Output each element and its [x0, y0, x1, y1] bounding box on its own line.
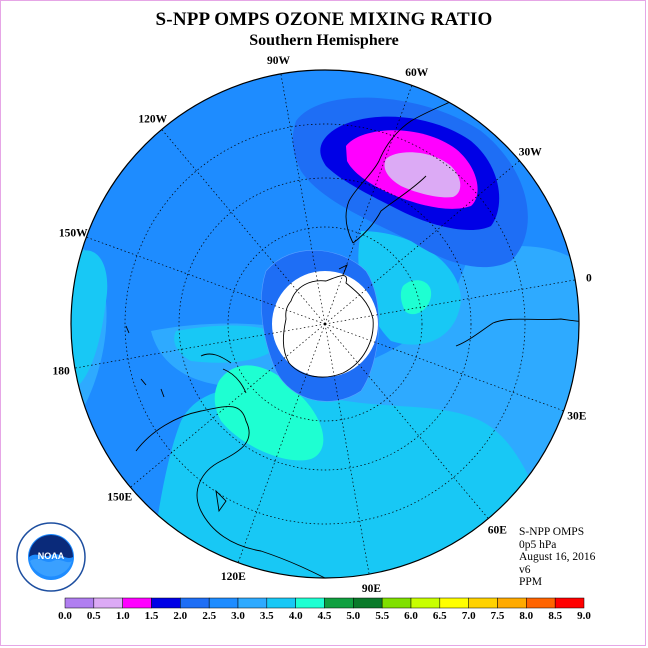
info-version: v6: [519, 563, 531, 576]
colorbar-tick-label: 8.5: [548, 610, 562, 622]
longitude-label: 180: [52, 366, 70, 378]
colorbar-swatch: [410, 597, 441, 609]
colorbar-tick-label: 0.5: [87, 610, 101, 622]
info-units: PPM: [519, 576, 543, 588]
colorbar-swatch: [554, 597, 585, 609]
colorbar-swatch: [439, 597, 469, 609]
colorbar-swatch: [208, 597, 239, 609]
page-subtitle: Southern Hemisphere: [249, 32, 399, 49]
colorbar-tick-label: 2.0: [173, 610, 187, 622]
colorbar-tick-label: 3.0: [231, 610, 245, 622]
longitude-label: 0: [586, 273, 592, 285]
colorbar-tick-label: 7.0: [462, 610, 476, 622]
longitude-labels: 90W 60W 30W 0 30E 60E 90E 120E 150E 180 150W 120W: [52, 55, 592, 595]
colorbar-swatch: [64, 597, 95, 609]
info-box: S-NPP OMPS 0p5 hPa August 16, 2016 v6 PP…: [519, 526, 595, 589]
colorbar-swatch: [468, 597, 498, 609]
longitude-label: 90E: [362, 583, 382, 595]
noaa-logo-text: NOAA: [38, 551, 65, 561]
noaa-logo: NOAA: [16, 522, 86, 592]
globe-border: [70, 69, 580, 579]
colorbar-tick-label: 8.0: [519, 610, 533, 622]
colorbar: 0.0 0.5 1.0 1.5 2.0 2.5 3.0 3.5 4.0 4.5 5.0 5.5 6.0 6…: [58, 597, 591, 622]
colorbar-swatch: [295, 597, 325, 609]
colorbar-swatch: [93, 597, 123, 609]
colorbar-tick-label: 2.5: [202, 610, 216, 622]
contour-0-5: [384, 152, 461, 198]
longitude-label: 60E: [488, 524, 508, 536]
longitude-label: 30E: [567, 411, 587, 423]
colorbar-swatch: [151, 597, 181, 609]
colorbar-swatch: [526, 597, 556, 609]
colorbar-tick-label: 0.0: [58, 610, 72, 622]
colorbar-tick-label: 1.5: [145, 610, 159, 622]
colorbar-tick-label: 6.0: [404, 610, 418, 622]
new-zealand-coast: [200, 353, 247, 394]
info-instrument: S-NPP OMPS: [519, 526, 585, 538]
colorbar-tick-label: 7.5: [491, 610, 505, 622]
colorbar-tick-label: 4.5: [318, 610, 332, 622]
colorbar-swatch: [381, 597, 412, 609]
info-pressure: 0p5 hPa: [519, 538, 557, 551]
page-title: S-NPP OMPS OZONE MIXING RATIO: [155, 9, 493, 30]
colorbar-tick-label: 5.5: [375, 610, 389, 622]
graticule: [74, 73, 576, 575]
colorbar-swatch: [122, 597, 152, 609]
antarctica-coast: [282, 275, 374, 378]
contour-4-0: [214, 365, 324, 461]
colorbar-tick-label: 5.0: [346, 610, 360, 622]
colorbar-swatch: [324, 597, 354, 609]
colorbar-tick-label: 6.5: [433, 610, 447, 622]
colorbar-swatch: [497, 597, 527, 609]
colorbar-tick-label: 3.5: [260, 610, 274, 622]
colorbar-swatch: [353, 597, 383, 609]
longitude-label: 90W: [267, 55, 291, 67]
africa-coast: [455, 318, 579, 347]
longitude-label: 150E: [107, 491, 132, 503]
longitude-label: 120E: [221, 571, 246, 583]
colorbar-swatch: [180, 597, 210, 609]
colorbar-tick-label: 1.0: [116, 610, 130, 622]
longitude-label: 120W: [138, 114, 167, 126]
longitude-label: 30W: [519, 147, 543, 159]
colorbar-tick-label: 9.0: [577, 610, 591, 622]
longitude-label: 150W: [59, 227, 88, 239]
colorbar-swatch: [237, 597, 268, 609]
longitude-label: 60W: [405, 67, 429, 79]
info-date: August 16, 2016: [519, 551, 596, 563]
colorbar-tick-label: 4.0: [289, 610, 303, 622]
australia-coast: [135, 406, 332, 578]
colorbar-swatch: [266, 597, 296, 609]
ozone-field: [71, 70, 579, 578]
